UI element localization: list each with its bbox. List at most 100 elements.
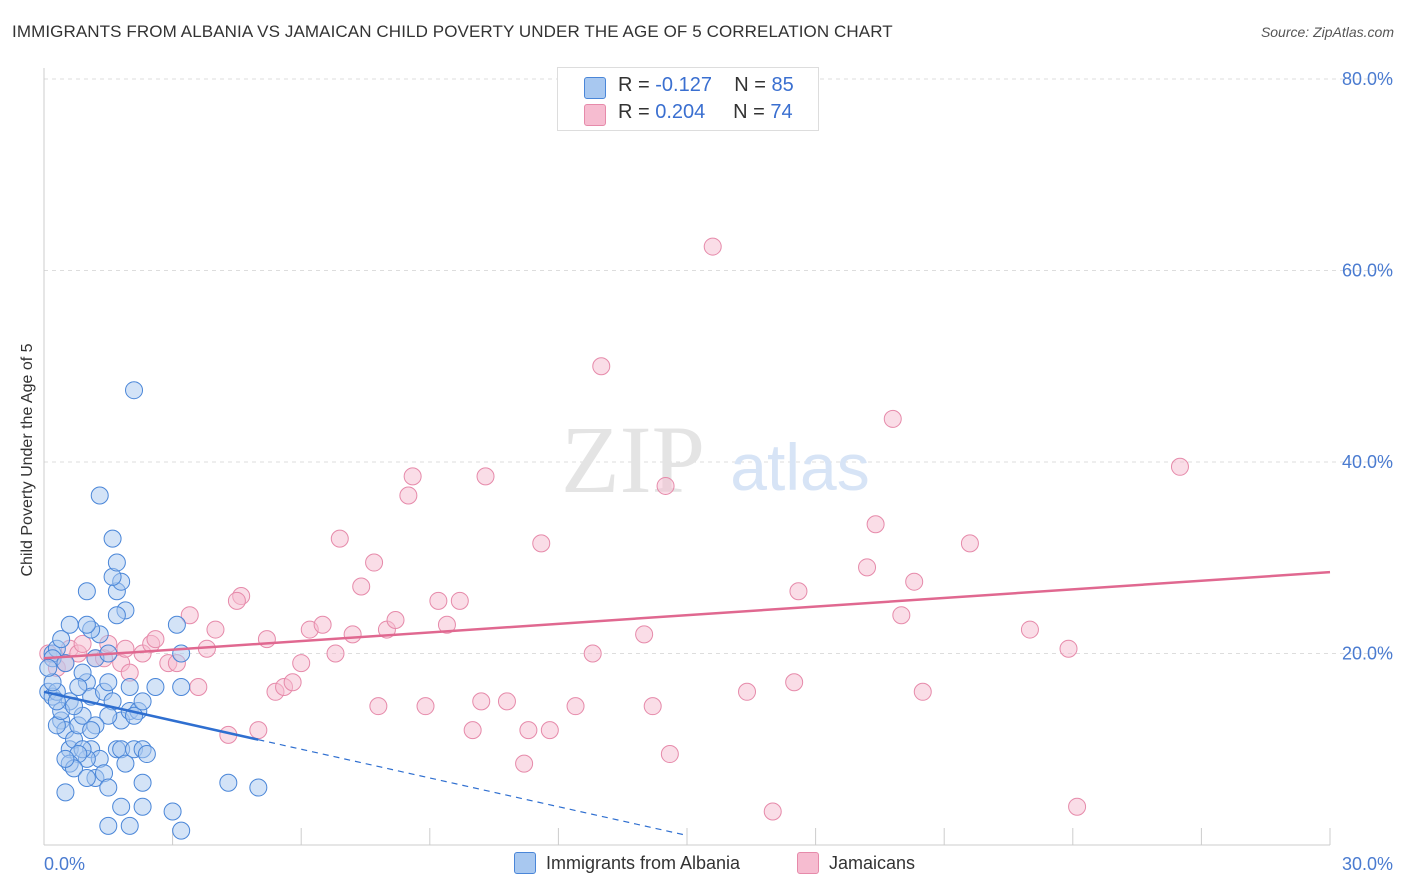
albania-trend-line: [43, 690, 259, 741]
albania-point-23: [60, 615, 79, 634]
jamaica-point-62: [738, 682, 757, 701]
albania-point-71: [133, 773, 152, 792]
jamaica-point-64: [785, 673, 804, 692]
jamaica-point-74: [1059, 639, 1078, 658]
jamaica-point-14: [146, 630, 165, 649]
albania-point-61: [120, 678, 139, 697]
jamaica-point-71: [913, 682, 932, 701]
albania-point-33: [107, 606, 126, 625]
axes: [43, 68, 1331, 846]
jamaica-point-63: [763, 802, 782, 821]
jamaica-point-73: [1020, 620, 1039, 639]
gridlines: [44, 78, 1392, 654]
jamaica-point-68: [883, 409, 902, 428]
jamaica-point-25: [257, 630, 276, 649]
albania-swatch: [584, 77, 606, 99]
jamaica-point-55: [583, 644, 602, 663]
r-label: R =: [618, 101, 656, 123]
albania-point-22: [77, 615, 96, 634]
albania-point-30: [103, 529, 122, 548]
jamaica-point-45: [450, 591, 469, 610]
albania-point-82: [116, 754, 135, 773]
albania-points: [39, 381, 268, 840]
albania-point-62: [146, 678, 165, 697]
jamaica-point-50: [515, 754, 534, 773]
jamaica-point-48: [476, 467, 495, 486]
albania-point-35: [99, 673, 118, 692]
jamaica-point-10: [116, 639, 135, 658]
albania-point-6: [52, 630, 71, 649]
jamaica-point-20: [206, 620, 225, 639]
y-tick-label-0: 20.0%: [1342, 644, 1393, 664]
albania-point-68: [120, 816, 139, 835]
n-value-jamaica: 74: [770, 101, 793, 123]
legend-row-jamaica-text: R = 0.204 N = 74: [618, 101, 793, 124]
albania-point-29: [107, 553, 126, 572]
jamaica-swatch: [584, 104, 606, 126]
jamaica-point-51: [519, 721, 538, 740]
jamaica-point-32: [326, 644, 345, 663]
albania-point-31: [90, 486, 109, 505]
tick-labels: 20.0% 40.0% 60.0% 80.0% 0.0% 30.0%: [44, 69, 1393, 874]
legend-item-albania[interactable]: Immigrants from Albania: [514, 852, 740, 874]
jamaica-point-56: [592, 357, 611, 376]
jamaica-point-41: [403, 467, 422, 486]
r-label: R =: [618, 74, 656, 96]
jamaica-point-40: [399, 486, 418, 505]
albania-point-81: [82, 721, 101, 740]
jamaica-point-29: [292, 654, 311, 673]
albania-point-70: [133, 797, 152, 816]
albania-point-72: [163, 802, 182, 821]
albania-legend-swatch: [514, 852, 536, 874]
r-value-jamaica: 0.204: [655, 101, 706, 123]
x-tick-label-min: 0.0%: [44, 854, 85, 874]
jamaica-point-33: [330, 529, 349, 548]
albania-point-50: [77, 768, 96, 787]
jamaica-legend-label: Jamaicans: [829, 852, 916, 873]
jamaica-point-67: [866, 515, 885, 534]
chart-title: IMMIGRANTS FROM ALBANIA VS JAMAICAN CHIL…: [12, 22, 893, 41]
albania-point-63: [172, 678, 191, 697]
jamaica-point-23: [227, 591, 246, 610]
albania-legend-label: Immigrants from Albania: [546, 852, 741, 873]
jamaica-point-24: [249, 721, 268, 740]
y-tick-label-1: 40.0%: [1342, 452, 1393, 472]
chart-source: Source: ZipAtlas.com: [1260, 24, 1394, 40]
jamaica-point-44: [437, 615, 456, 634]
jamaica-point-37: [369, 697, 388, 716]
jamaica-legend-swatch: [797, 852, 819, 874]
n-label: N =: [734, 74, 772, 96]
jamaica-point-17: [180, 606, 199, 625]
jamaica-point-66: [858, 558, 877, 577]
albania-point-83: [137, 745, 156, 764]
correlation-legend: R = -0.127 N = 85 R = 0.204 N = 74: [557, 67, 819, 131]
jamaica-point-47: [472, 692, 491, 711]
jamaica-trend-line: [43, 570, 1331, 660]
jamaica-point-69: [892, 606, 911, 625]
albania-point-60: [133, 692, 152, 711]
albania-point-69: [99, 816, 118, 835]
y-tick-label-3: 80.0%: [1342, 69, 1393, 89]
jamaica-point-72: [960, 534, 979, 553]
albania-point-65: [167, 615, 186, 634]
legend-item-jamaica[interactable]: Jamaicans: [797, 852, 915, 874]
jamaica-point-35: [352, 577, 371, 596]
jamaica-point-49: [497, 692, 516, 711]
jamaica-point-60: [660, 745, 679, 764]
albania-point-52: [56, 783, 75, 802]
trend-lines: [43, 570, 1331, 837]
jamaica-point-75: [1068, 797, 1087, 816]
albania-point-28: [77, 582, 96, 601]
r-value-albania: -0.127: [655, 74, 712, 96]
albania-point-77: [39, 658, 58, 677]
watermark-atlas: atlas: [730, 430, 869, 504]
albania-point-84: [47, 692, 66, 711]
n-value-albania: 85: [771, 74, 794, 96]
jamaicans-points: [39, 237, 1189, 821]
albania-trend-extension: [258, 739, 688, 837]
albania-point-7: [56, 654, 75, 673]
jamaica-point-39: [386, 610, 405, 629]
n-label: N =: [733, 101, 771, 123]
jamaica-point-57: [635, 625, 654, 644]
